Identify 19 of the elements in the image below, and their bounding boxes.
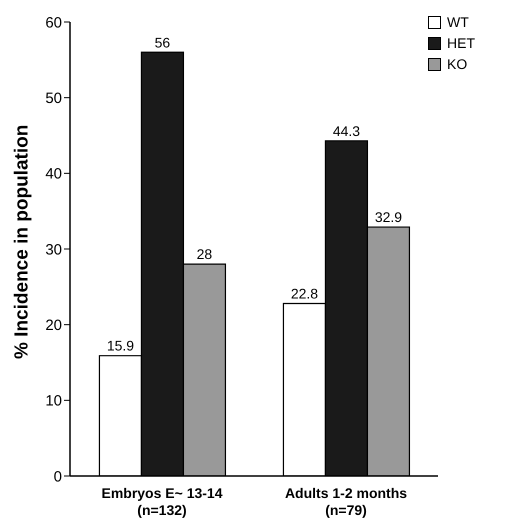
legend-label: HET [447,35,475,51]
y-tick-label: 50 [45,90,62,107]
data-label: 56 [154,34,170,50]
data-label: 22.8 [290,285,318,302]
y-axis-title: % Incidence in population [12,124,33,359]
data-label: 32.9 [374,209,402,226]
y-tick-label: 20 [45,316,62,334]
x-tick-label: Embryos E~ 13-14 (n=132) [101,485,223,518]
data-label: 15.9 [106,338,134,354]
y-tick-label: 0 [54,468,62,486]
x-tick-label: Adults 1-2 months (n=79) [284,485,408,518]
y-tick-label: 40 [45,166,62,183]
legend-label: KO [447,56,468,72]
y-tick-label: 60 [45,14,62,32]
legend-label: WT [447,14,469,30]
y-tick-label: 10 [45,392,62,410]
y-tick-label: 30 [45,241,62,258]
data-label: 28 [196,246,212,262]
data-label: 44.3 [332,122,360,139]
